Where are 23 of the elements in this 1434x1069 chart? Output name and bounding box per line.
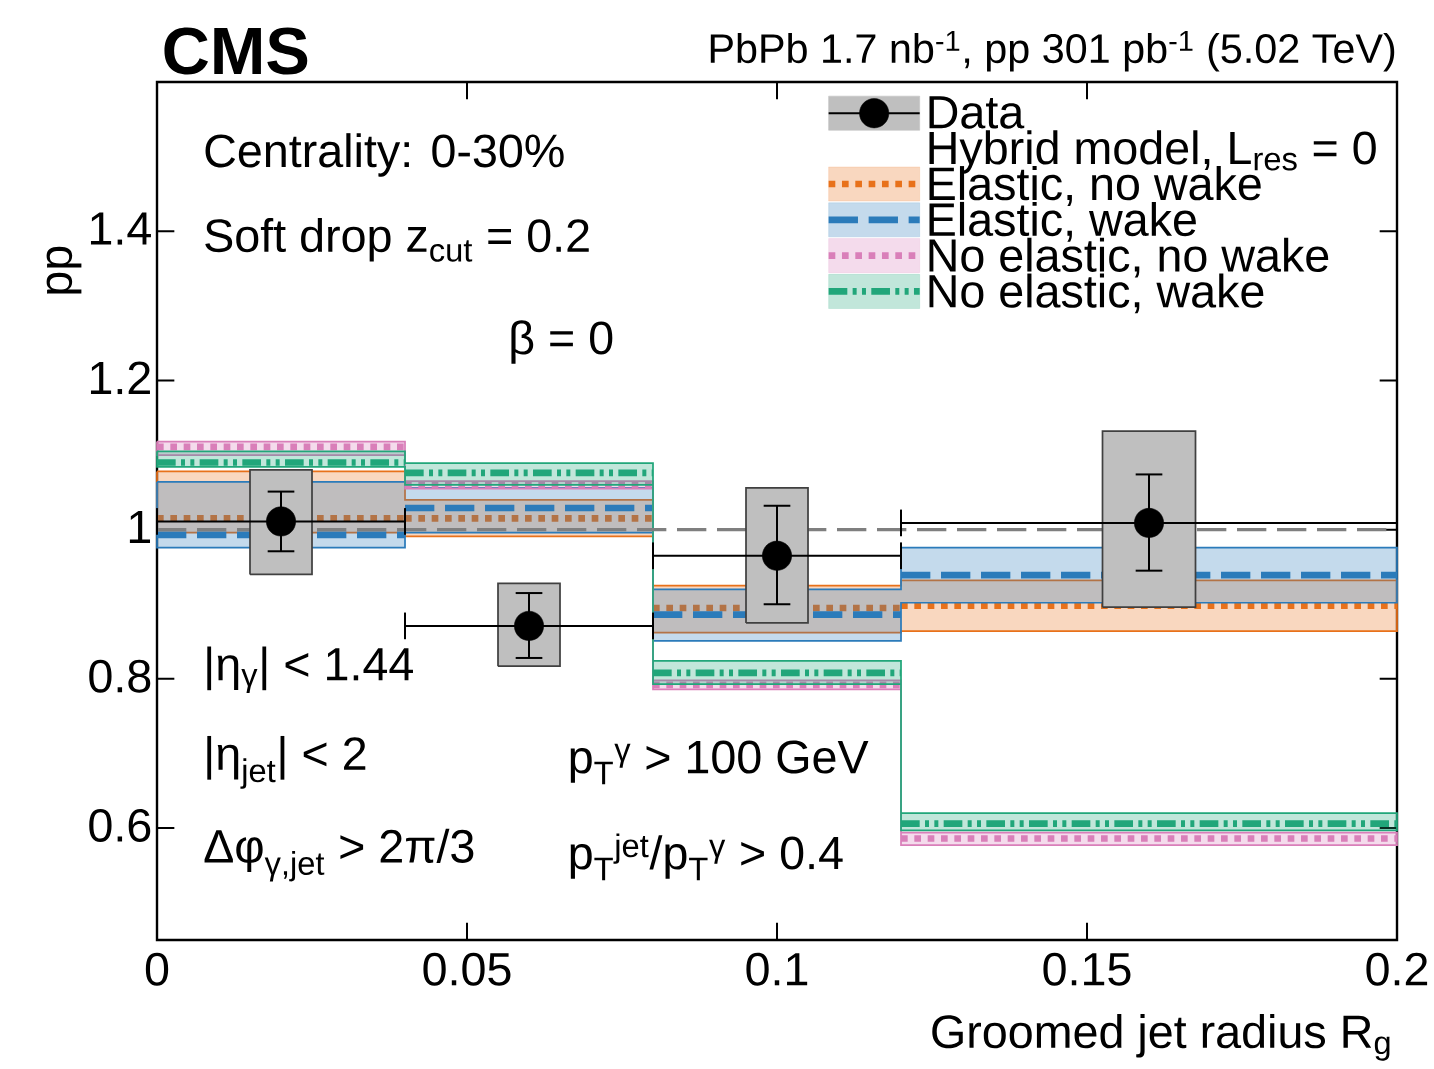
- x-axis-title: Groomed jet radius R$_{g}$: [932, 1014, 1390, 1061]
- annotation: |η$_{γ}$| < 1.44: [207, 646, 413, 693]
- chart-subtitle: PbPb 1.7 nb$^{-1}$, pp 301 pb$^{-1}$ (5.02 TeV): [710, 30, 1395, 72]
- y-tick-label: 1.4: [90, 212, 151, 245]
- y-tick-label: 1.2: [90, 361, 150, 395]
- annotation: p$_{T}$$^{γ}$ > 100 GeV: [570, 740, 869, 785]
- y-tick-label: 0.6: [89, 808, 151, 842]
- annotation: Centrality: 0-30%: [205, 133, 564, 177]
- x-tick-label: 0.05: [423, 952, 511, 986]
- annotation: p$_{T}$$^{jet}$/p$_{T}$$^{γ}$ > 0.4: [570, 833, 843, 881]
- y-tick-label: 1: [129, 510, 151, 544]
- annotation: β = 0: [511, 320, 613, 364]
- annotation: Soft drop z$_{cut}$ = 0.2: [205, 217, 589, 262]
- annotation: Δφ$_{γ,jet}$ > 2π/3: [204, 828, 474, 882]
- annotation: |η$_{jet}$| < 2: [207, 735, 366, 789]
- y-axis-title: pp: [46, 246, 82, 294]
- x-tick-label: 0.15: [1043, 952, 1131, 986]
- legend-label: Data: [929, 96, 1025, 129]
- x-tick-label: 0.2: [1366, 952, 1428, 986]
- x-tick-label: 0: [145, 952, 169, 986]
- y-tick-label: 0.8: [89, 659, 151, 693]
- x-tick-label: 0.1: [746, 952, 808, 986]
- chart-title: CMS: [164, 27, 308, 75]
